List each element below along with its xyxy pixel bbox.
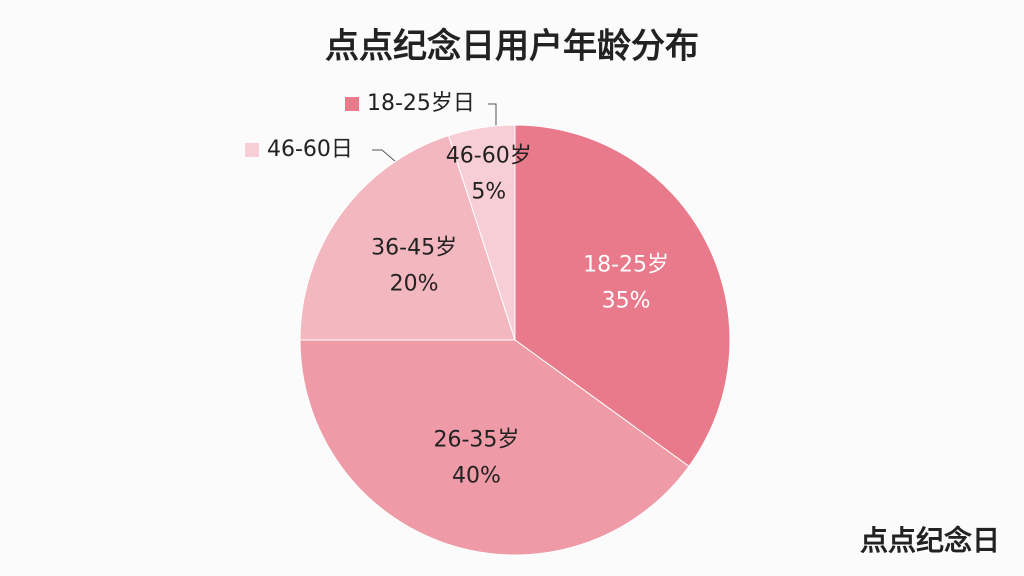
pie: 18-25岁 35% 26-35岁 40% 36-45岁 20% 46-60岁 5% (299, 124, 731, 556)
legend: 18-25岁日 46-60日 (245, 91, 475, 162)
pie-slice (514, 124, 731, 468)
slice-label: 26-35岁 (433, 428, 519, 453)
legend-swatch (345, 97, 359, 111)
leader-line (488, 103, 497, 130)
legend-label: 46-60日 (267, 137, 353, 162)
watermark: 点点纪念日 (860, 524, 1000, 557)
pie-slice (299, 339, 690, 556)
pie-slice (299, 134, 516, 341)
slice-value-label: 20% (390, 272, 439, 297)
slice-label: 18-25岁 (583, 252, 669, 277)
slice-label: 46-60岁 (446, 143, 532, 168)
slice-value-label: 5% (471, 179, 506, 204)
pie-slice (447, 124, 516, 341)
chart-title: 点点纪念日用户年龄分布 (325, 27, 699, 67)
leader-line (372, 149, 397, 163)
slice-value-label: 40% (452, 464, 501, 489)
slice-label: 36-45岁 (371, 236, 457, 261)
legend-label: 18-25岁日 (367, 91, 475, 116)
slice-value-label: 35% (602, 288, 651, 313)
legend-swatch (245, 143, 259, 157)
